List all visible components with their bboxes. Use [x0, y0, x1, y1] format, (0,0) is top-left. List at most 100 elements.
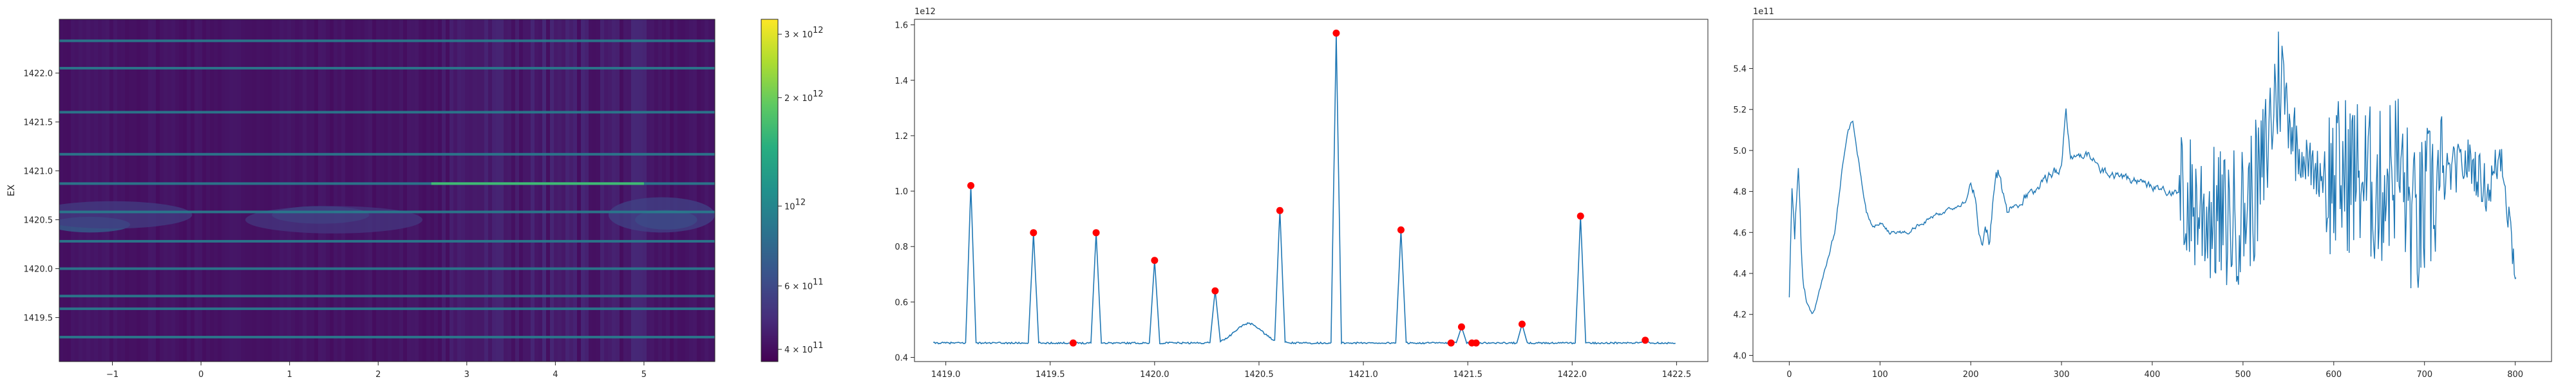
heatmap-column — [245, 19, 249, 362]
heatmap-column — [492, 19, 496, 362]
l1-x-tick-label: 1422.0 — [1558, 370, 1587, 380]
signal-y-ticks: 4.0 4.2 4.4 4.6 4.8 5.0 5.2 5.4 — [1733, 64, 1753, 361]
peak-marker — [1472, 339, 1480, 347]
heatmap-column — [585, 19, 589, 362]
l1-x-tick-label: 1420.5 — [1244, 370, 1274, 380]
heatmap-bright-row — [59, 67, 715, 69]
heatmap-column — [647, 19, 650, 362]
l2-y-tick-label: 4.2 — [1733, 311, 1747, 320]
heatmap-column — [334, 19, 337, 362]
l1-y-tick-label: 0.8 — [895, 243, 908, 252]
heatmap-column — [395, 19, 399, 362]
hm-x-tick-label: 3 — [464, 370, 469, 380]
heatmap-column — [403, 19, 407, 362]
heatmap-column — [565, 19, 569, 362]
heatmap-column — [156, 19, 160, 362]
heatmap-column — [330, 19, 334, 362]
heatmap-column — [94, 19, 98, 362]
heatmap-column — [504, 19, 507, 362]
heatmap-column — [415, 19, 419, 362]
heatmap-column — [712, 19, 715, 362]
heatmap-column — [179, 19, 183, 362]
colorbar-tick-base: 4 × 10 — [784, 345, 813, 355]
heatmap-column — [357, 19, 361, 362]
l2-x-tick-label: 800 — [2507, 370, 2523, 380]
heatmap-column — [268, 19, 272, 362]
heatmap-column — [469, 19, 473, 362]
heatmap-column — [59, 19, 63, 362]
heatmap-column — [450, 19, 453, 362]
peak-marker — [1151, 257, 1159, 264]
heatmap-column — [562, 19, 565, 362]
heatmap-column — [608, 19, 612, 362]
heatmap-column — [542, 19, 546, 362]
heatmap-column — [573, 19, 577, 362]
peaks-series-line — [933, 33, 1676, 345]
heatmap-column — [256, 19, 260, 362]
hm-x-tick-label: 5 — [641, 370, 647, 380]
heatmap-column — [106, 19, 109, 362]
peak-marker — [1397, 226, 1405, 234]
heatmap-column — [187, 19, 191, 362]
heatmap-column — [79, 19, 82, 362]
heatmap-column — [477, 19, 480, 362]
heatmap-column — [546, 19, 550, 362]
heatmap-column — [175, 19, 179, 362]
heatmap-column — [148, 19, 152, 362]
heatmap-bright-row — [59, 267, 715, 270]
heatmap-column — [113, 19, 117, 362]
peak-marker — [967, 181, 975, 189]
l1-x-tick-label: 1420.0 — [1140, 370, 1170, 380]
heatmap-column — [252, 19, 256, 362]
l2-x-tick-label: 100 — [1872, 370, 1888, 380]
heatmap-column — [620, 19, 623, 362]
l2-x-tick-label: 500 — [2235, 370, 2251, 380]
heatmap-bright-segment — [431, 182, 644, 185]
signal-y-scale-label: 1e11 — [1753, 7, 1774, 17]
heatmap-column — [430, 19, 434, 362]
heatmap-column — [422, 19, 426, 362]
heatmap-column — [307, 19, 310, 362]
heatmap-column — [623, 19, 627, 362]
heatmap-column — [701, 19, 705, 362]
colorbar-tick-label: 6 × 1011 — [784, 277, 824, 291]
heatmap-column — [303, 19, 307, 362]
heatmap-column — [353, 19, 357, 362]
heatmap-column — [183, 19, 187, 362]
heatmap-column — [276, 19, 279, 362]
heatmap-column — [685, 19, 689, 362]
heatmap-hotspot — [245, 206, 423, 234]
heatmap-bright-row — [59, 182, 715, 185]
heatmap-column — [616, 19, 620, 362]
peak-marker — [1069, 339, 1077, 347]
heatmap-vertical-stripes — [59, 19, 715, 362]
peaks-line-panel: 1419.0 1419.5 1420.0 1420.5 1421.0 1421.5 1422… — [895, 7, 1709, 380]
heatmap-column — [631, 19, 635, 362]
heatmap-column — [496, 19, 500, 362]
hm-x-tick-label: −1 — [106, 370, 118, 380]
heatmap-column — [473, 19, 477, 362]
heatmap-column — [337, 19, 341, 362]
heatmap-column — [295, 19, 299, 362]
heatmap-column — [361, 19, 365, 362]
heatmap-column — [465, 19, 469, 362]
heatmap-column — [345, 19, 349, 362]
heatmap-column — [519, 19, 523, 362]
l2-x-tick-label: 400 — [2145, 370, 2161, 380]
peak-marker — [1457, 323, 1465, 331]
heatmap-column — [75, 19, 79, 362]
l1-x-tick-label: 1421.0 — [1349, 370, 1378, 380]
heatmap-column — [144, 19, 148, 362]
l2-y-tick-label: 4.6 — [1733, 228, 1747, 238]
peak-marker — [1642, 336, 1649, 344]
heatmap-column — [133, 19, 137, 362]
heatmap-bright-row — [59, 111, 715, 114]
heatmap-column — [376, 19, 380, 362]
heatmap-column — [453, 19, 457, 362]
colorbar-tick-base: 2 × 10 — [784, 94, 813, 104]
heatmap-column — [500, 19, 504, 362]
l1-x-tick-label: 1421.5 — [1453, 370, 1482, 380]
heatmap-column — [71, 19, 75, 362]
heatmap-column — [272, 19, 276, 362]
